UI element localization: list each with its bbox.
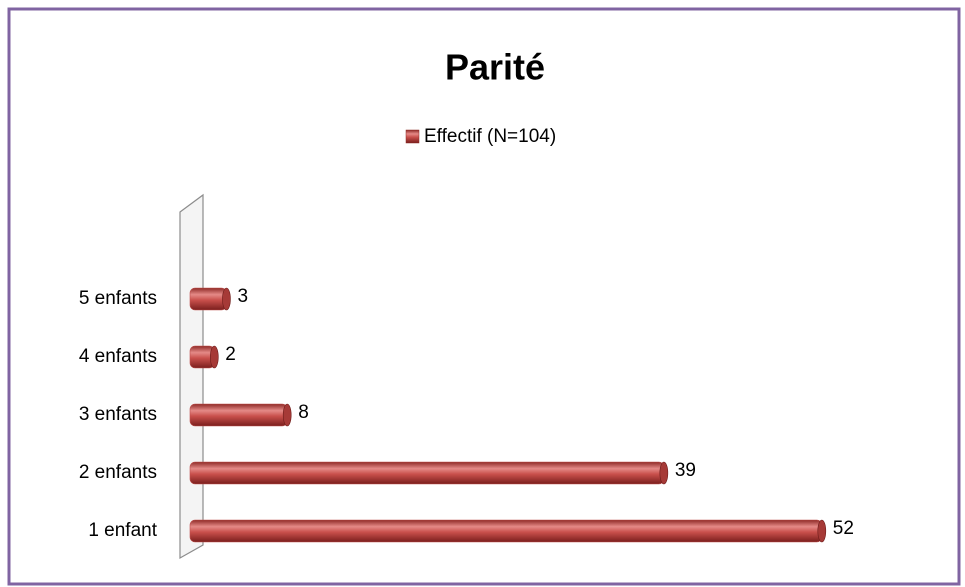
bar [189,461,665,485]
data-label: 52 [833,518,854,539]
y-tick-label: 5 enfants [79,288,157,309]
bar-cap [282,403,292,427]
data-label: 8 [298,402,309,423]
bar-cap [222,287,231,311]
bar-cap [817,519,827,543]
frame [7,7,961,586]
y-tick-label: 3 enfants [79,404,157,425]
back-wall [179,193,204,560]
bar-cap [659,461,669,485]
bar [189,403,288,427]
y-tick-label: 4 enfants [79,346,157,367]
legend-label: Effectif (N=104) [424,126,556,147]
bar [189,287,227,311]
y-tick-label: 2 enfants [79,462,157,483]
y-tick-label: 1 enfant [88,520,157,541]
bar [189,519,823,543]
chart-title: Parité [445,47,545,88]
legend-swatch [405,129,420,144]
data-label: 3 [237,286,248,307]
data-label: 2 [225,344,236,365]
data-label: 39 [675,460,696,481]
bar-cap [210,345,219,369]
